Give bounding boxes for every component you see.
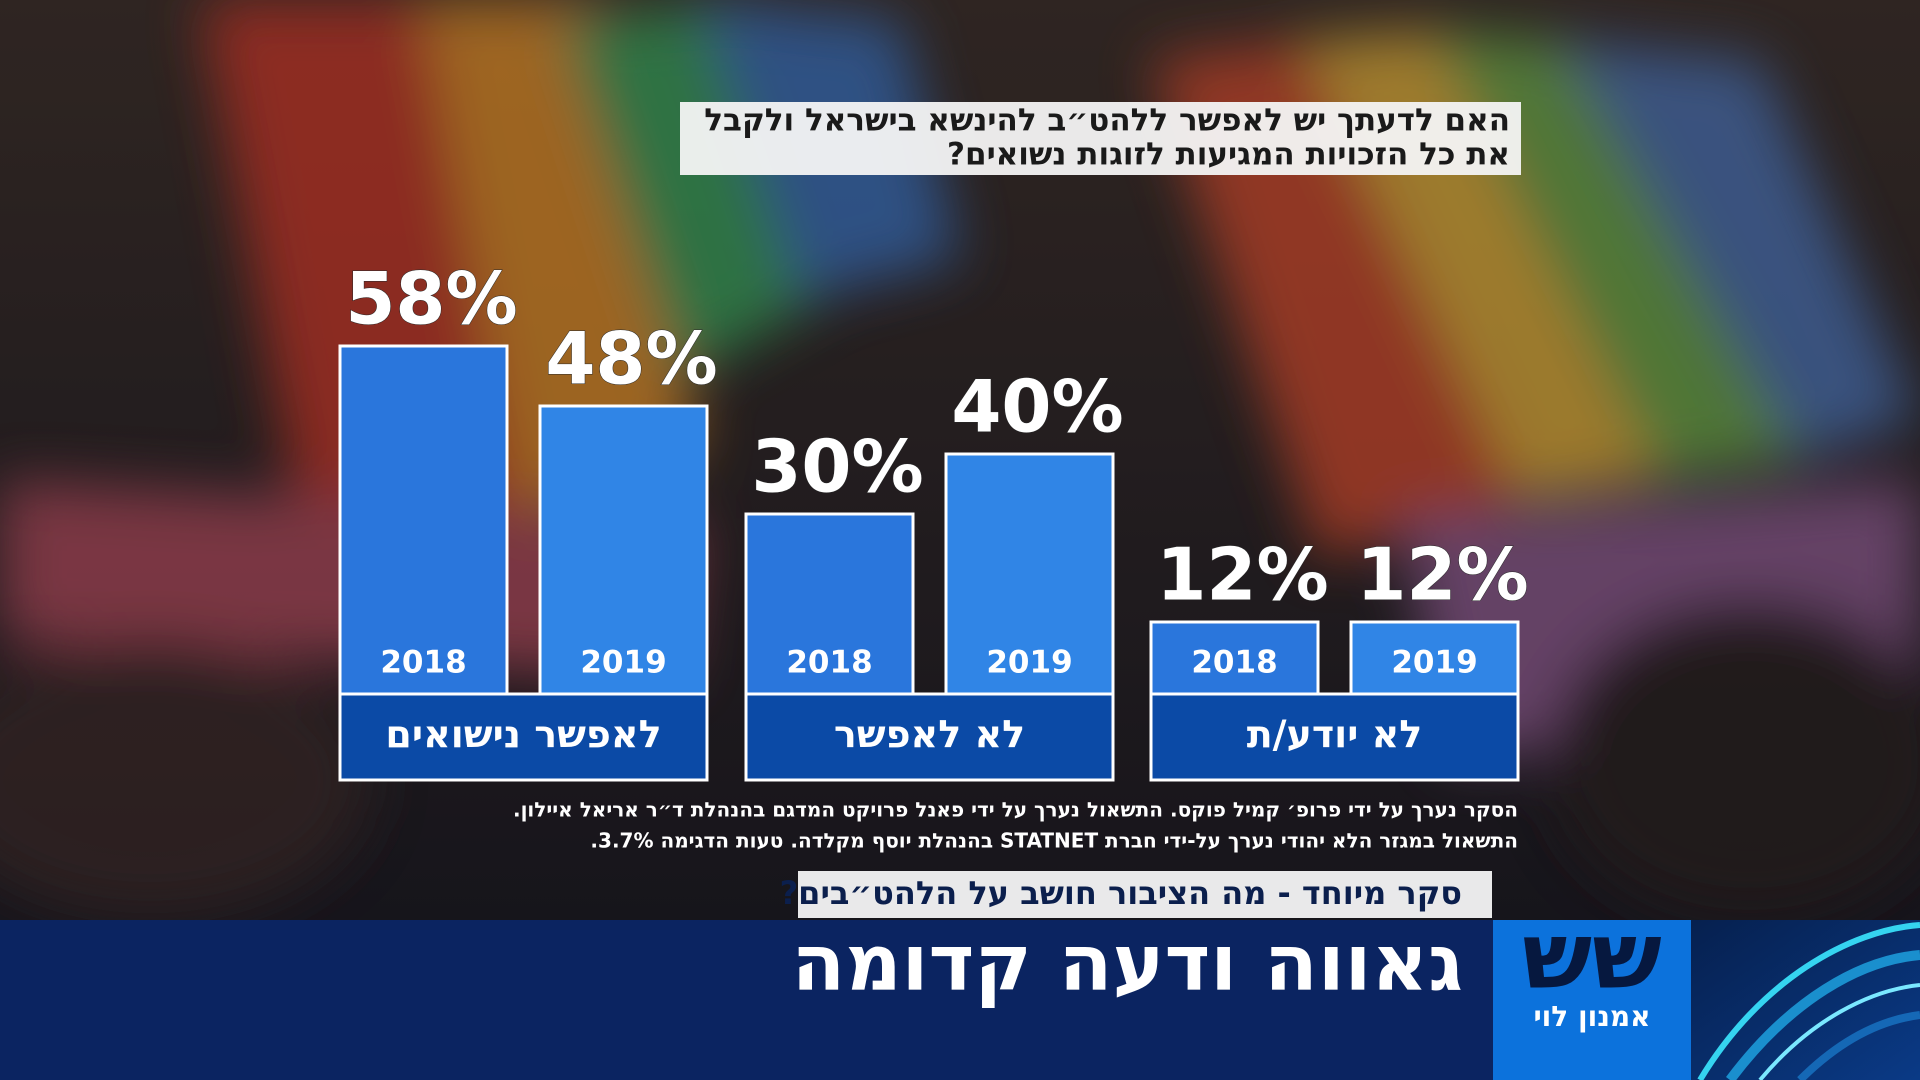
value-label: 12% — [1156, 533, 1328, 617]
bar — [1349, 620, 1520, 696]
value-label: 58% — [345, 257, 517, 341]
show-logo: שש — [1522, 902, 1662, 1009]
plot-area: 2018 58% 2019 48% לאפשר נישואים 2018 30% 2019 40… — [338, 256, 1529, 782]
bar — [338, 344, 509, 696]
headline: גאווה ודעה קדומה — [792, 918, 1463, 1008]
decor — [1691, 920, 1920, 1080]
bar-year-label: 2018 — [786, 645, 872, 681]
bar — [944, 452, 1115, 696]
bar-year-label: 2019 — [1391, 645, 1477, 681]
bar-year-label: 2019 — [580, 645, 666, 681]
bar-year-label: 2019 — [986, 645, 1072, 681]
logo-box — [1493, 920, 1691, 1080]
category-label: לא לאפשר — [834, 713, 1025, 757]
category-box — [744, 692, 1115, 782]
subtitle-strip: סקר מיוחד - מה הציבור חושב על הלהט״בים? — [780, 871, 1492, 918]
headline-bar — [0, 920, 1493, 1080]
footnotes: הסקר נערך על ידי פרופ׳ קמיל פוקס. התשאול… — [513, 798, 1518, 853]
category-box — [338, 692, 709, 782]
category-label: לאפשר נישואים — [385, 713, 661, 757]
question-box: האם לדעתך יש לאפשר ללהט״ב להינשא בישראל … — [680, 102, 1521, 175]
host-name: אמנון לוי — [1533, 1000, 1650, 1033]
question-panel — [680, 102, 1521, 175]
value-label: 30% — [751, 425, 923, 509]
category-label: לא יודע/ת — [1247, 713, 1423, 757]
value-label: 40% — [951, 365, 1123, 449]
footnote: התשאול במגזר הלא יהודי נערך על-ידי חברת … — [590, 829, 1518, 853]
subtitle-panel — [798, 871, 1492, 918]
bar — [744, 512, 915, 696]
bar-year-label: 2018 — [1191, 645, 1277, 681]
bar — [1149, 620, 1320, 696]
footnote: הסקר נערך על ידי פרופ׳ קמיל פוקס. התשאול… — [513, 798, 1518, 822]
bar — [538, 404, 709, 696]
lower-third: גאווה ודעה קדומה שש אמנון לוי — [0, 902, 1920, 1080]
question-line: את כל הזכויות המגיעות לזוגות נשואים? — [947, 137, 1510, 173]
value-label: 48% — [545, 317, 717, 401]
value-label: 12% — [1356, 533, 1528, 617]
bar-year-label: 2018 — [380, 645, 466, 681]
category-box — [1149, 692, 1520, 782]
subtitle: סקר מיוחד - מה הציבור חושב על הלהט״בים? — [780, 874, 1462, 912]
question-line: האם לדעתך יש לאפשר ללהט״ב להינשא בישראל … — [704, 103, 1510, 139]
